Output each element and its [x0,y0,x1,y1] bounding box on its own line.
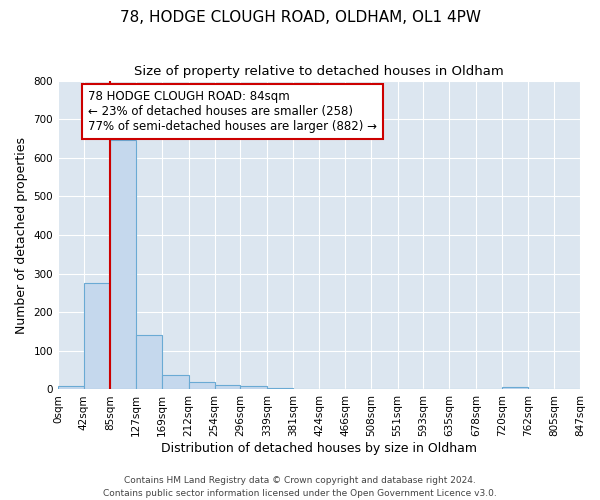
X-axis label: Distribution of detached houses by size in Oldham: Distribution of detached houses by size … [161,442,477,455]
Bar [188,382,215,390]
Bar [241,386,267,390]
Bar [58,386,84,390]
Text: 78, HODGE CLOUGH ROAD, OLDHAM, OL1 4PW: 78, HODGE CLOUGH ROAD, OLDHAM, OL1 4PW [119,10,481,25]
Bar [162,375,188,390]
Text: Contains HM Land Registry data © Crown copyright and database right 2024.
Contai: Contains HM Land Registry data © Crown c… [103,476,497,498]
Bar [136,336,162,390]
Bar [293,388,319,390]
Bar [267,388,293,390]
Bar [84,284,110,390]
Bar [319,388,345,390]
Title: Size of property relative to detached houses in Oldham: Size of property relative to detached ho… [134,65,504,78]
Y-axis label: Number of detached properties: Number of detached properties [15,136,28,334]
Bar [502,387,527,390]
Bar [110,140,136,390]
Bar [215,385,241,390]
Text: 78 HODGE CLOUGH ROAD: 84sqm
← 23% of detached houses are smaller (258)
77% of se: 78 HODGE CLOUGH ROAD: 84sqm ← 23% of det… [88,90,377,133]
